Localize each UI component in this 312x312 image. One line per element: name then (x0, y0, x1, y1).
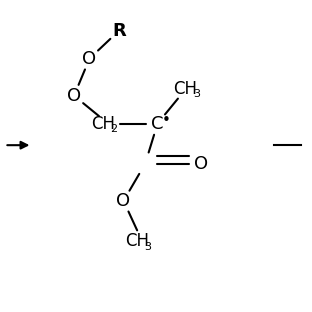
Text: C: C (151, 115, 164, 133)
Text: •: • (162, 113, 171, 128)
Text: 3: 3 (193, 89, 200, 99)
Text: CH: CH (173, 80, 197, 98)
Text: O: O (116, 192, 131, 210)
Text: O: O (67, 87, 81, 105)
Text: O: O (194, 155, 208, 173)
Text: 2: 2 (110, 124, 117, 134)
Text: CH: CH (91, 115, 115, 133)
Text: O: O (82, 50, 97, 68)
Text: R: R (112, 22, 126, 40)
Text: 3: 3 (144, 241, 151, 251)
Text: CH: CH (125, 232, 149, 250)
